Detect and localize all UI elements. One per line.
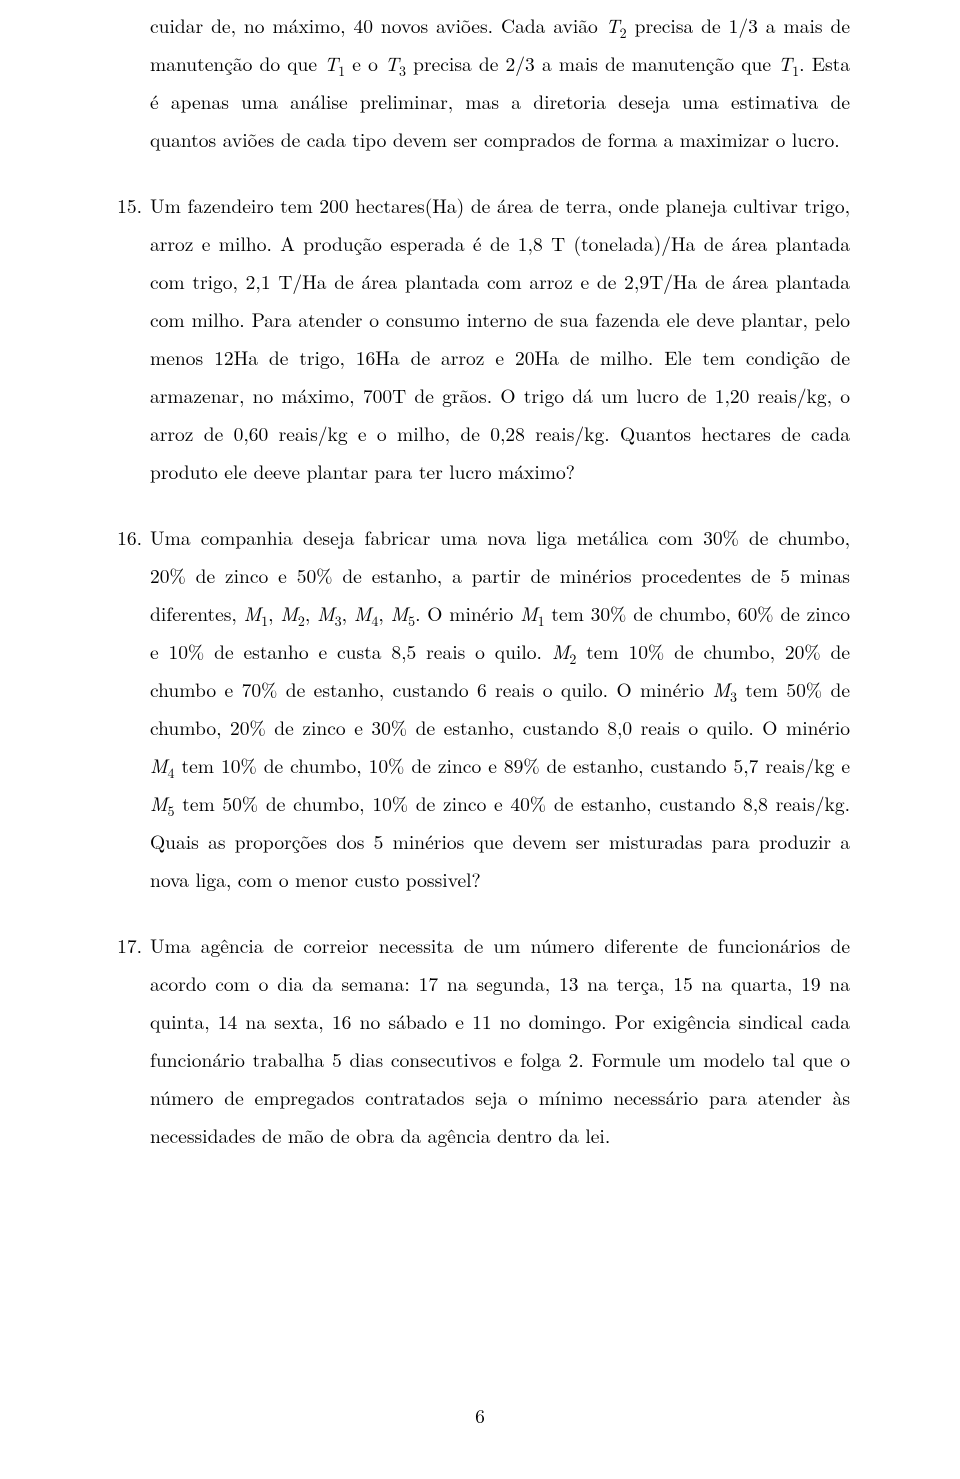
exercise-item-16: 16. Uma companhia deseja fabricar uma no… (150, 518, 850, 898)
item-body: Uma agência de correior necessita de um … (150, 926, 850, 1154)
page-container: cuidar de, no máximo, 40 novos aviões. C… (0, 6, 960, 1479)
item-body: Um fazendeiro tem 200 hectares(Ha) de ár… (150, 186, 850, 490)
exercise-item-15: 15. Um fazendeiro tem 200 hectares(Ha) d… (150, 186, 850, 490)
item-number: 15. (108, 186, 142, 224)
item-number: 17. (108, 926, 142, 964)
page-number: 6 (0, 1401, 960, 1429)
item-body: Uma companhia deseja fabricar uma nova l… (150, 518, 850, 898)
item-number: 16. (108, 518, 142, 556)
exercise-item-17: 17. Uma agência de correior necessita de… (150, 926, 850, 1154)
continuation-paragraph: cuidar de, no máximo, 40 novos aviões. C… (150, 6, 850, 158)
